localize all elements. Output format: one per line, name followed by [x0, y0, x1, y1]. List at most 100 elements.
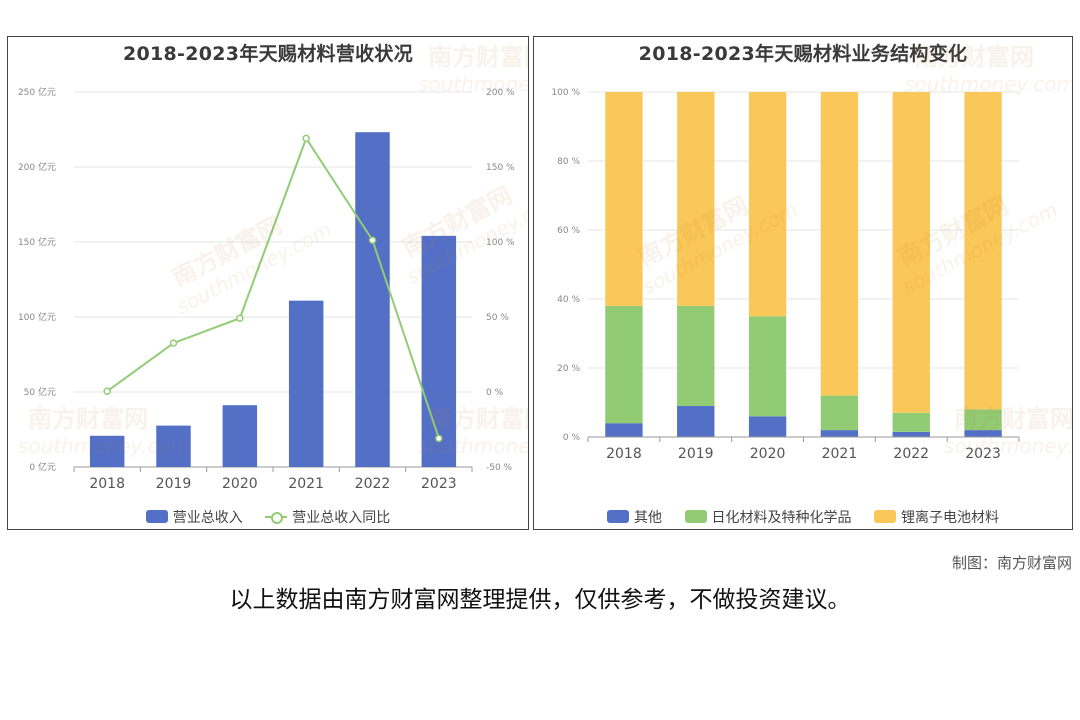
x-tick-label: 2020	[222, 476, 258, 492]
y-tick-label: 20 %	[557, 364, 580, 374]
revenue-chart-svg: 0 亿元 50 亿元 100 亿元 150 亿元 200 亿元 250 亿元 -50 % 0 …	[18, 43, 528, 492]
battery-materials-bar-segment	[964, 92, 1002, 410]
x-tick-label: 2022	[355, 476, 391, 492]
revenue-bar	[156, 425, 191, 467]
battery-materials-bar-segment	[605, 92, 643, 306]
revenue-yoy-point	[302, 134, 310, 143]
other-bar-segment	[677, 405, 715, 437]
right-tick-label: 150 %	[486, 163, 515, 173]
revenue-yoy-point	[236, 314, 244, 322]
legend-label-daily-chemicals: 日化材料及特种化学品	[711, 510, 852, 526]
daily-chemicals-bar-segment	[605, 305, 643, 424]
daily-chemicals-bar-segment	[820, 395, 859, 431]
legend-swatch-revenue-yoy	[265, 510, 288, 524]
legend-item-revenue[interactable]: 营业总收入	[145, 507, 243, 527]
disclaimer-text: 以上数据由南方财富网整理提供，仅供参考，不做投资建议。	[229, 587, 851, 613]
watermark-cn: 南方财富网	[428, 405, 528, 433]
revenue-bar	[222, 405, 258, 467]
watermark-cn: 南方财富网	[914, 43, 1034, 71]
right-tick-label: 200 %	[486, 88, 515, 98]
revenue-bar	[288, 300, 324, 467]
watermark-en: southmoney.com	[18, 434, 190, 458]
revenue-yoy-point	[435, 434, 443, 443]
revenue-chart-legend: 营业总收入 营业总收入同比	[8, 507, 528, 527]
y-tick-label: 0 %	[563, 433, 581, 443]
x-tick-label: 2021	[288, 476, 324, 492]
x-tick-label: 2023	[965, 446, 1001, 462]
y-tick-label: 40 %	[557, 295, 580, 305]
revenue-yoy-line	[106, 136, 440, 439]
chart-credit: 制图：南方财富网	[951, 554, 1072, 572]
left-tick-label: 100 亿元	[18, 311, 56, 323]
legend-label-battery-materials: 锂离子电池材料	[900, 510, 999, 526]
left-tick-label: 200 亿元	[18, 161, 56, 173]
watermark-en: southmoney.com	[418, 434, 528, 458]
x-tick-label: 2018	[606, 446, 642, 462]
y-tick-label: 80 %	[557, 157, 580, 167]
y-tick-label: 60 %	[557, 226, 580, 236]
legend-swatch-revenue	[145, 510, 168, 523]
structure-chart-legend: 其他 日化材料及特种化学品 锂离子电池材料	[534, 507, 1072, 527]
watermark-cn: 南方财富网	[954, 405, 1072, 433]
other-bar-segment	[892, 431, 930, 437]
daily-chemicals-bar-segment	[677, 305, 715, 406]
watermark-cn: 南方财富网	[428, 43, 528, 71]
x-tick-label: 2019	[156, 476, 192, 492]
legend-item-daily-chemicals[interactable]: 日化材料及特种化学品	[684, 507, 852, 527]
watermark-en: southmoney.com	[904, 72, 1072, 96]
structure-chart-title: 2018-2023年天赐材料业务结构变化	[638, 43, 968, 65]
x-tick-label: 2021	[822, 446, 858, 462]
daily-chemicals-bar-segment	[892, 412, 930, 432]
revenue-chart-title: 2018-2023年天赐材料营收状况	[122, 43, 414, 65]
left-tick-label: 250 亿元	[18, 86, 56, 98]
right-tick-label: 0 %	[486, 388, 504, 398]
daily-chemicals-bar-segment	[964, 409, 1002, 431]
right-tick-label: -50 %	[486, 463, 513, 473]
structure-chart-panel: 2018-2023年天赐材料业务结构变化 0 % 20 % 40 % 60 % 80 %…	[533, 36, 1073, 530]
y-tick-label: 100 %	[551, 88, 580, 98]
legend-swatch-other	[607, 510, 630, 523]
watermark-en: southmoney.com	[944, 434, 1072, 458]
legend-item-battery-materials[interactable]: 锂离子电池材料	[873, 507, 999, 527]
x-tick-label: 2020	[750, 446, 786, 462]
legend-item-other[interactable]: 其他	[607, 507, 662, 527]
revenue-bar	[421, 235, 457, 467]
right-tick-label: 50 %	[486, 313, 509, 323]
daily-chemicals-bar-segment	[748, 316, 787, 417]
battery-materials-bar-segment	[892, 92, 930, 413]
other-bar-segment	[820, 430, 859, 437]
left-tick-label: 50 亿元	[24, 386, 56, 398]
revenue-chart-panel: 2018-2023年天赐材料营收状况 0 亿元 50 亿元 100 亿元 150 亿元…	[7, 36, 529, 530]
legend-swatch-daily-chemicals	[684, 510, 707, 523]
revenue-yoy-point	[368, 236, 377, 244]
legend-item-revenue-yoy[interactable]: 营业总收入同比	[265, 507, 390, 527]
watermark-en: southmoney.com	[418, 72, 528, 96]
legend-swatch-battery-materials	[873, 510, 896, 523]
left-tick-label: 150 亿元	[18, 236, 56, 248]
revenue-bar	[89, 435, 125, 467]
left-tick-label: 0 亿元	[29, 461, 56, 473]
other-bar-segment	[748, 416, 787, 437]
legend-label-revenue: 营业总收入	[172, 510, 243, 526]
battery-materials-bar-segment	[820, 92, 859, 396]
x-tick-label: 2023	[421, 476, 457, 492]
other-bar-segment	[964, 430, 1002, 437]
revenue-yoy-point	[169, 339, 178, 347]
legend-label-other: 其他	[634, 510, 663, 526]
structure-chart-svg: 0 % 20 % 40 % 60 % 80 % 100 % 2018 2019 2020 2021…	[551, 43, 1072, 462]
revenue-yoy-point	[103, 387, 111, 395]
x-tick-label: 2019	[678, 446, 714, 462]
watermark-cn: 南方财富网	[28, 405, 148, 433]
x-tick-label: 2022	[893, 446, 929, 462]
legend-label-revenue-yoy: 营业总收入同比	[292, 510, 391, 526]
right-tick-label: 100 %	[486, 238, 515, 248]
revenue-bar	[355, 132, 390, 467]
x-tick-label: 2018	[89, 476, 125, 492]
battery-materials-bar-segment	[748, 92, 787, 317]
battery-materials-bar-segment	[677, 92, 715, 306]
